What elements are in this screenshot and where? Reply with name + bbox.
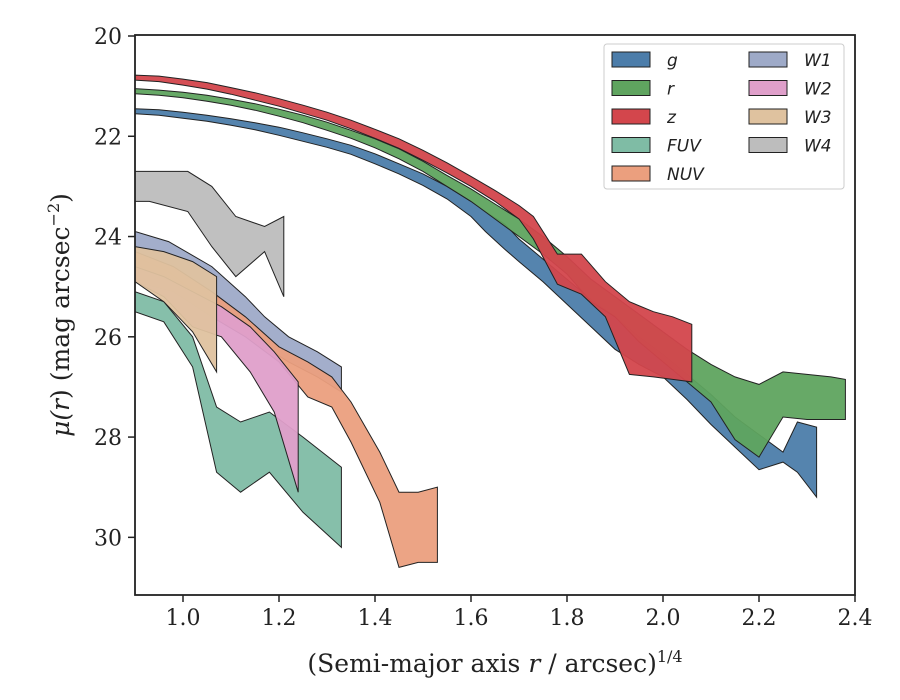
y-tick-label: 28 [94,426,122,451]
y-tick-label: 24 [94,226,122,251]
y-tick-label: 22 [94,125,122,150]
y-axis-label: μ(r) (mag arcsec−2) [44,193,75,437]
legend-label-nuv: NUV [667,165,705,185]
x-tick-label: 1.6 [454,606,489,631]
plot-frame [134,34,856,596]
y-tick-label: 20 [94,25,122,50]
x-tick-label: 2.4 [838,606,873,631]
band-g [135,108,818,499]
x-axis-ticks: 1.0 1.2 1.4 1.6 1.8 2.0 2.2 2.4 [166,595,873,631]
legend-label-w4: W4 [804,137,832,157]
legend-swatch-nuv [611,165,651,182]
legend: grz FUV NUV W1 W2 W3 W4 [603,43,845,190]
y-axis-ticks: 20 22 24 26 28 30 [94,25,135,551]
legend-swatch-w3 [748,108,788,125]
x-tick-label: 1.8 [550,606,585,631]
legend-swatch-g [611,51,651,68]
x-tick-label: 1.0 [166,606,201,631]
band-fuv [135,291,342,549]
band-w3 [135,246,218,374]
legend-swatch-r [611,80,651,96]
legend-label-g: g [667,51,678,71]
legend-label-w1: W1 [804,51,832,71]
legend-label-z: z [666,108,677,128]
x-tick-label: 2.0 [646,606,681,631]
y-tick-label: 26 [94,326,122,351]
legend-swatch-w2 [748,80,788,96]
y-tick-label: 30 [94,526,122,551]
legend-swatch-fuv [611,137,651,153]
x-axis-label: (Semi-major axis r / arcsec)1/4 [307,647,682,678]
band-w4 [135,170,285,297]
x-tick-label: 1.4 [358,606,393,631]
legend-label-r: r [667,80,675,100]
x-tick-label: 1.2 [262,606,297,631]
legend-swatch-w1 [748,51,788,68]
legend-swatch-z [611,108,651,125]
profile-bands [135,74,846,569]
x-tick-label: 2.2 [742,606,777,631]
legend-swatch-w4 [748,137,788,153]
legend-label-fuv: FUV [667,137,702,157]
band-z [135,74,693,383]
legend-label-w3: W3 [804,108,832,128]
legend-label-w2: W2 [804,80,832,100]
